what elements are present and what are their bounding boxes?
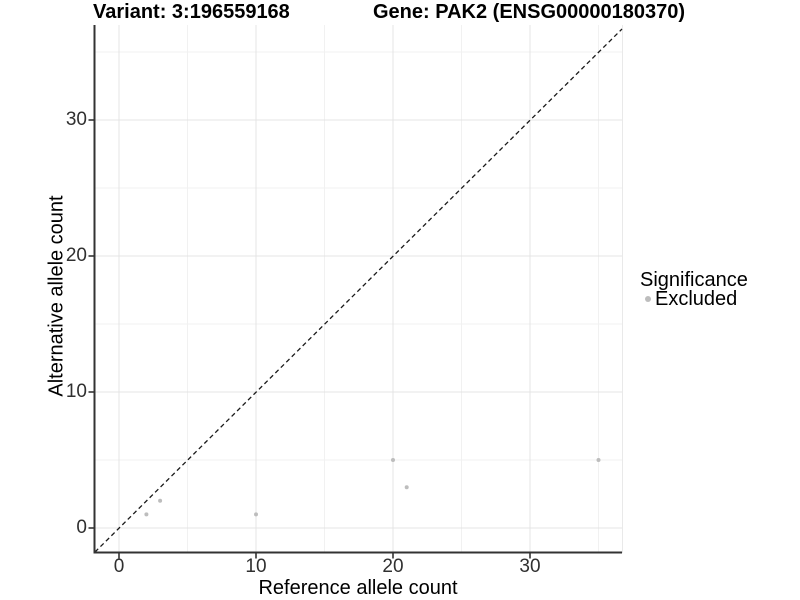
y-tick-label: 10 (65, 381, 87, 402)
plot-panel (88, 25, 623, 559)
data-point-excluded (254, 512, 258, 517)
y-tick-label: 20 (65, 245, 87, 266)
data-point-excluded (404, 485, 409, 490)
legend-item-excluded: Excluded (655, 288, 738, 310)
legend-title: Significance (640, 269, 748, 291)
data-point-excluded (158, 498, 163, 503)
y-tick-label: 30 (65, 109, 87, 130)
gene-title: Gene: PAK2 (ENSG00000180370) (373, 1, 686, 23)
plot-svg (88, 25, 623, 559)
x-tick-label: 0 (113, 556, 125, 577)
y-axis-title: Alternative allele count (45, 195, 68, 397)
x-tick-label: 20 (382, 556, 404, 577)
x-axis-title: Reference allele count (258, 577, 458, 599)
data-point-excluded (391, 458, 395, 462)
x-tick-label: 30 (519, 556, 541, 577)
data-point-excluded (144, 512, 149, 517)
legend-excluded-dot-icon (645, 296, 651, 302)
identity-dashed-line (94, 28, 623, 553)
variant-title: Variant: 3:196559168 (93, 1, 290, 23)
y-tick-label: 0 (76, 517, 87, 538)
x-tick-label: 10 (245, 556, 267, 577)
data-point-excluded (596, 458, 601, 462)
